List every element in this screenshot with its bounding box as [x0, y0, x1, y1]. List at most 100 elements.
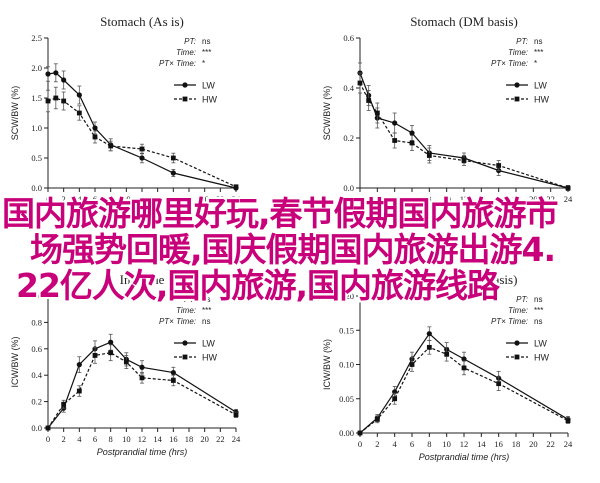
stat-value: ns — [202, 295, 210, 304]
legend-marker — [514, 354, 520, 360]
y-tick-label: 0.4 — [31, 370, 42, 380]
series-line — [359, 332, 569, 434]
data-point — [461, 356, 467, 362]
x-tick-label: 20 — [529, 194, 538, 204]
stat-label: PT× Time: — [159, 59, 196, 68]
legend-marker — [514, 340, 520, 346]
y-tick-label: 0.2 — [31, 397, 42, 407]
x-tick-label: 0 — [358, 439, 362, 449]
series-line — [47, 352, 237, 429]
stat-label: PT: — [184, 295, 196, 304]
data-point — [233, 184, 239, 190]
data-point — [374, 416, 380, 422]
x-tick-label: 24 — [564, 194, 573, 204]
y-tick-label: 0.00 — [339, 428, 354, 438]
x-axis-label: Postprandial time (hrs) — [97, 447, 188, 457]
data-point — [461, 158, 467, 163]
data-point — [139, 155, 145, 161]
legend-marker — [182, 96, 188, 102]
y-tick-label: 0.15 — [339, 325, 354, 335]
stat-value: *** — [202, 48, 211, 57]
y-tick-label: 0.05 — [339, 394, 354, 404]
y-axis-label: SCW/BW (%) — [10, 86, 20, 141]
series-hw — [357, 72, 571, 191]
chart-title: Stomach (As is) — [100, 14, 184, 29]
data-point — [170, 369, 176, 376]
stat-label: Time: — [508, 306, 528, 315]
data-point — [233, 412, 239, 418]
x-tick-label: 4 — [77, 434, 82, 444]
x-tick-label: 16 — [494, 194, 503, 204]
y-tick-label: 0.6 — [31, 344, 42, 354]
series-hw — [357, 340, 571, 436]
data-point — [76, 110, 82, 116]
chart-title: Intestine (DM basis) — [411, 272, 518, 287]
data-point — [108, 350, 114, 356]
x-tick-label: 14 — [153, 434, 162, 444]
data-point — [92, 134, 98, 140]
stat-label: Time: — [176, 306, 196, 315]
stat-value: * — [202, 59, 205, 68]
y-tick-label: 0.0 — [31, 183, 42, 193]
legend-label: HW — [534, 95, 549, 105]
data-point — [92, 125, 98, 131]
data-point — [496, 381, 502, 387]
data-point — [366, 98, 372, 103]
data-point — [426, 344, 432, 350]
y-tick-label: 0.10 — [339, 360, 354, 370]
y-tick-label: 0.0 — [31, 423, 42, 433]
stat-label: Time: — [508, 48, 528, 57]
x-tick-label: 10 — [122, 434, 131, 444]
y-tick-label: 0.2 — [343, 133, 354, 143]
x-tick-label: 22 — [216, 194, 225, 204]
x-tick-label: 14 — [153, 194, 162, 204]
data-point — [76, 388, 82, 394]
x-tick-label: 22 — [546, 439, 555, 449]
data-point — [45, 71, 51, 77]
data-point — [392, 396, 398, 402]
series-hw — [45, 344, 239, 431]
x-tick-label: 24 — [232, 434, 241, 444]
x-tick-label: 6 — [410, 194, 414, 204]
legend-marker — [514, 82, 520, 88]
x-tick-label: 18 — [185, 194, 194, 204]
x-tick-label: 10 — [442, 194, 451, 204]
x-tick-label: 14 — [477, 194, 486, 204]
x-tick-label: 2 — [375, 194, 379, 204]
x-tick-label: 10 — [442, 439, 451, 449]
data-point — [170, 378, 176, 383]
data-point — [61, 98, 67, 104]
legend-label: LW — [534, 339, 547, 349]
x-tick-label: 14 — [477, 439, 486, 449]
stat-value: * — [534, 59, 537, 68]
x-tick-label: 12 — [460, 439, 469, 449]
y-tick-label: 0.8 — [31, 317, 42, 327]
data-point — [374, 110, 380, 116]
y-tick-label: 0.20 — [339, 291, 354, 301]
chart-panel-1: Stomach (As is)0 2 4 6 8 10 12 14 16 18 20 22 240.00… — [10, 14, 241, 204]
stat-label: PT× Time: — [159, 317, 196, 326]
data-point — [409, 362, 415, 367]
x-tick-label: 24 — [564, 439, 573, 449]
x-tick-label: 6 — [93, 434, 97, 444]
chart-title: Intestine — [120, 272, 165, 287]
x-tick-label: 8 — [109, 434, 113, 444]
x-tick-label: 20 — [529, 439, 538, 449]
x-tick-label: 12 — [460, 194, 469, 204]
data-point — [170, 155, 176, 161]
chart-panel-4: Intestine (DM basis)0 2 4 6 8 10 12 14 16 18 20 22 2… — [322, 272, 573, 462]
legend-label: HW — [534, 353, 549, 363]
y-tick-label: 1.5 — [31, 93, 42, 103]
data-point — [461, 365, 467, 371]
x-tick-label: 18 — [185, 434, 194, 444]
data-point — [496, 163, 502, 168]
stat-label: PT× Time: — [491, 317, 528, 326]
data-point — [139, 364, 145, 370]
x-tick-label: 12 — [138, 434, 147, 444]
x-tick-label: 10 — [122, 194, 131, 204]
data-point — [45, 425, 51, 431]
x-tick-label: 0 — [46, 434, 50, 444]
stat-value: ns — [202, 317, 210, 326]
data-point — [565, 418, 571, 424]
